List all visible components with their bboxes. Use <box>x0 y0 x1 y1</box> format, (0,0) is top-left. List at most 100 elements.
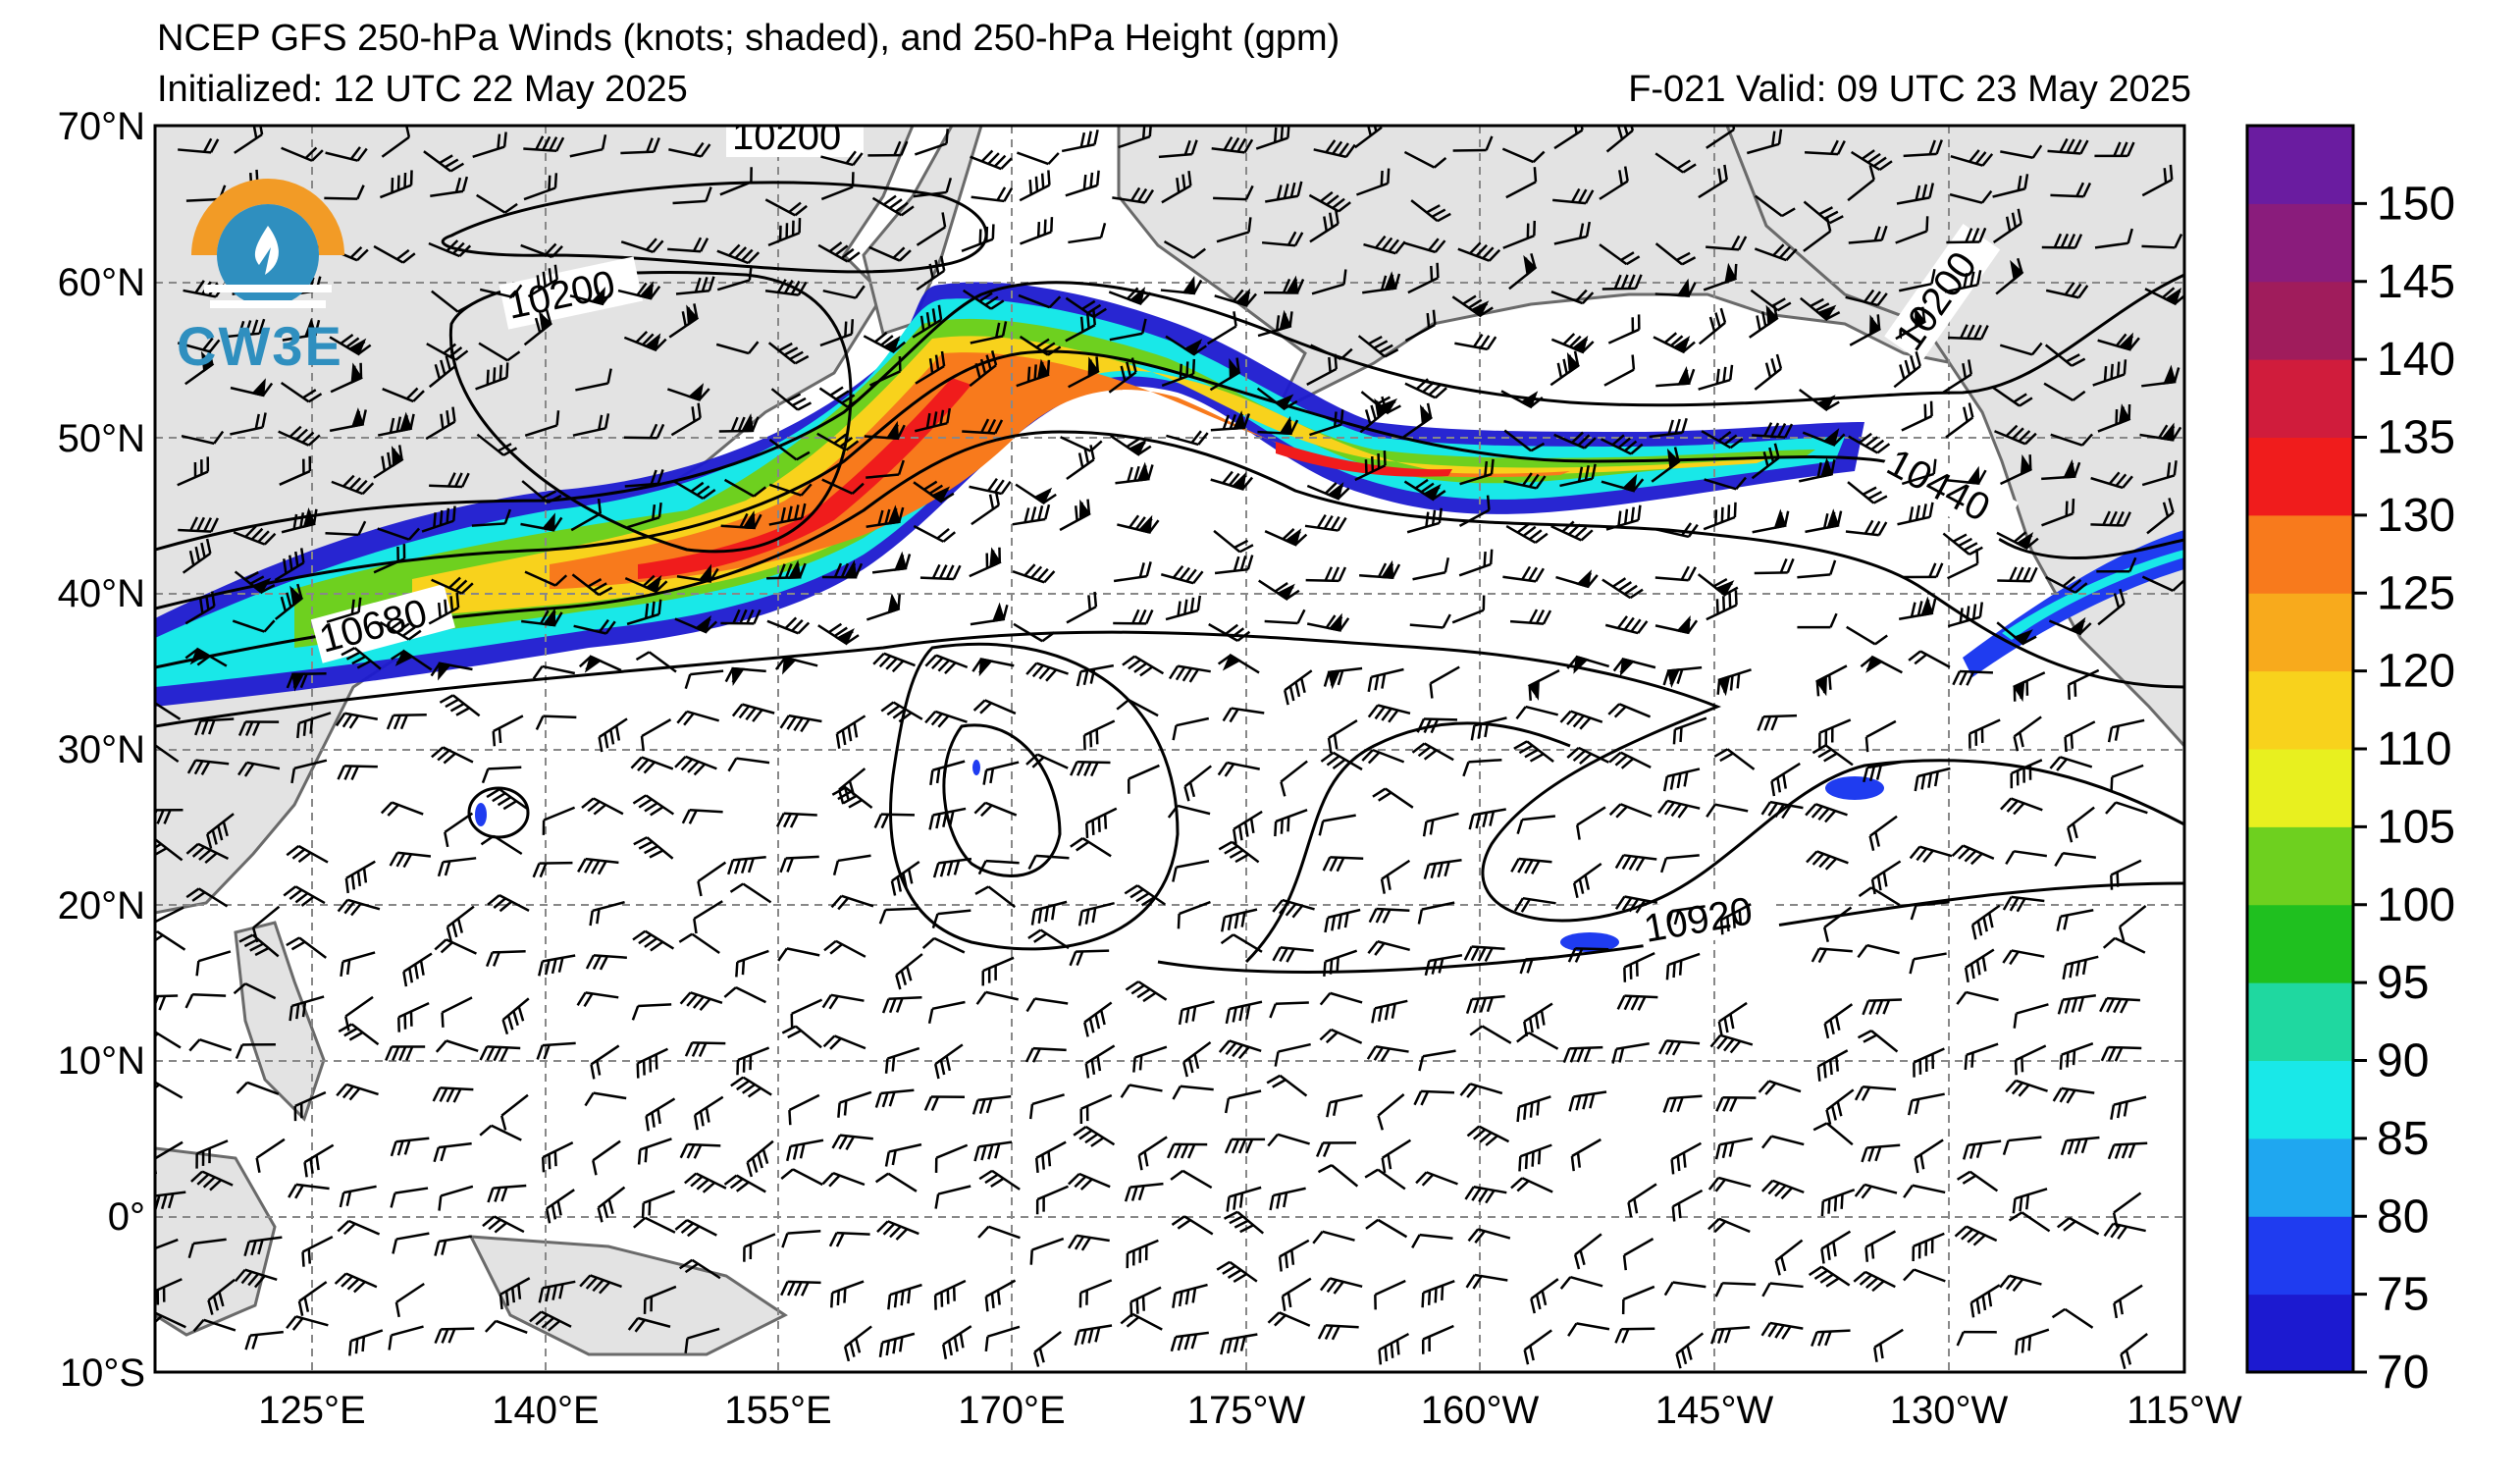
wind-barb-shaft <box>391 1325 424 1337</box>
wind-barb-feather <box>203 517 213 532</box>
wind-barb-feather <box>1085 1290 1088 1305</box>
jet-spot-central <box>972 760 980 775</box>
wind-barb <box>1158 139 1198 159</box>
wind-barb-feather <box>1516 1106 1521 1123</box>
wind-barb-feather <box>445 698 459 709</box>
wind-barb <box>1513 740 1554 764</box>
wind-barb-feather <box>939 255 946 272</box>
wind-barb <box>1267 1133 1310 1147</box>
wind-barb-feather <box>874 1172 889 1184</box>
wind-barb <box>720 609 761 625</box>
wind-barb-feather <box>207 1299 214 1315</box>
wind-barb <box>775 812 817 828</box>
wind-barb-feather <box>1076 761 1085 776</box>
wind-barb <box>1033 1330 1062 1367</box>
wind-barb-feather <box>705 1107 710 1123</box>
wind-barb-shaft <box>2115 801 2148 815</box>
wind-barb-feather <box>1220 933 1234 945</box>
wind-barb-pennant <box>1571 335 1589 354</box>
wind-barb-feather <box>1523 1104 1527 1120</box>
wind-barb-feather <box>299 512 305 528</box>
wind-barb <box>1070 837 1112 858</box>
wind-barb-shaft <box>155 700 182 720</box>
wind-barb <box>579 1274 622 1295</box>
wind-barb-feather <box>444 158 459 169</box>
wind-barb-feather <box>2106 997 2116 1013</box>
wind-barb-feather <box>345 959 351 976</box>
wind-barb <box>884 1046 920 1074</box>
wind-barb-feather <box>702 488 716 500</box>
initialized-label: Initialized: 12 UTC 22 May 2025 <box>157 69 688 110</box>
wind-barb-feather <box>944 662 957 675</box>
wind-barb-feather <box>551 245 563 258</box>
wind-barb-feather <box>1294 681 1301 698</box>
wind-barb-feather <box>1614 754 1628 767</box>
wind-barb-feather <box>1764 1082 1777 1095</box>
wind-barb-feather <box>1145 609 1154 624</box>
wind-barb-feather <box>1566 747 1580 759</box>
wind-barb-pennant <box>686 304 700 327</box>
wind-barb <box>1719 903 1752 935</box>
wind-barb-feather <box>1981 956 1987 972</box>
wind-barb <box>1555 569 1599 589</box>
wind-barb-feather <box>403 172 407 188</box>
wind-barb-feather <box>2074 681 2077 697</box>
wind-barb <box>1754 194 1796 218</box>
wind-barb-feather <box>1853 1270 1866 1283</box>
wind-barb-shaft <box>1311 283 1344 295</box>
wind-barb <box>781 1025 822 1049</box>
wind-barbs <box>155 126 2184 1370</box>
wind-barb-shaft <box>1825 1122 1854 1146</box>
wind-barb-shaft <box>2113 1192 2142 1214</box>
wind-barb-feather <box>1380 1047 1391 1062</box>
wind-barb-feather <box>1133 465 1140 482</box>
wind-barb-feather <box>1899 364 1906 380</box>
wind-barb-feather <box>844 321 848 337</box>
wind-barb <box>523 173 558 201</box>
wind-barb-feather <box>1172 564 1184 579</box>
wind-barb <box>780 1280 821 1297</box>
wind-barb-feather <box>1860 656 1874 668</box>
wind-barb <box>1066 445 1095 481</box>
wind-barb-feather <box>1671 1040 1682 1056</box>
wind-barb-feather <box>839 436 854 449</box>
wind-barb-feather <box>1669 1097 1677 1113</box>
wind-barb-pennant <box>1869 314 1881 337</box>
wind-barb-feather <box>898 712 913 723</box>
wind-barb <box>1214 288 1258 307</box>
wind-barb-pennant <box>1815 304 1837 322</box>
wind-barb-feather <box>2013 393 2027 403</box>
wind-barb-feather <box>405 1045 414 1061</box>
wind-barb-shaft <box>1403 150 1436 169</box>
wind-barb-feather <box>258 318 266 335</box>
wind-barb-feather <box>535 715 545 730</box>
wind-barb-feather <box>1578 878 1585 894</box>
wind-barb-feather <box>499 1046 509 1062</box>
wind-barb <box>928 807 967 830</box>
wind-barb-feather <box>1089 732 1093 748</box>
wind-barb-feather <box>1924 1056 1928 1072</box>
wind-barb-feather <box>791 619 804 632</box>
wind-barb <box>1804 139 1846 156</box>
lon-label: 115°W <box>2126 1389 2242 1432</box>
wind-barb <box>1559 710 1603 730</box>
wind-barb-feather <box>1181 1143 1189 1159</box>
wind-barb-feather <box>1533 220 1537 237</box>
wind-barb <box>2005 850 2048 865</box>
wind-barb-feather <box>1729 1039 1742 1054</box>
wind-barb-feather <box>1708 316 1716 332</box>
wind-barb <box>1519 955 1559 975</box>
wind-barb <box>766 559 807 580</box>
wind-barb-feather <box>833 626 848 638</box>
wind-barb-shaft <box>1377 1168 1406 1191</box>
wind-barb-feather <box>888 198 903 210</box>
wind-barb-feather <box>651 601 656 617</box>
wind-barb-feather <box>782 813 792 828</box>
wind-barb-feather <box>553 1150 557 1167</box>
wind-barb-feather <box>1413 1090 1423 1106</box>
wind-barb <box>286 1315 329 1331</box>
wind-barb-feather <box>1438 507 1444 524</box>
wind-barb <box>1774 1239 1804 1276</box>
wind-barb-feather <box>1811 1331 1818 1347</box>
wind-barb <box>1992 208 2022 243</box>
